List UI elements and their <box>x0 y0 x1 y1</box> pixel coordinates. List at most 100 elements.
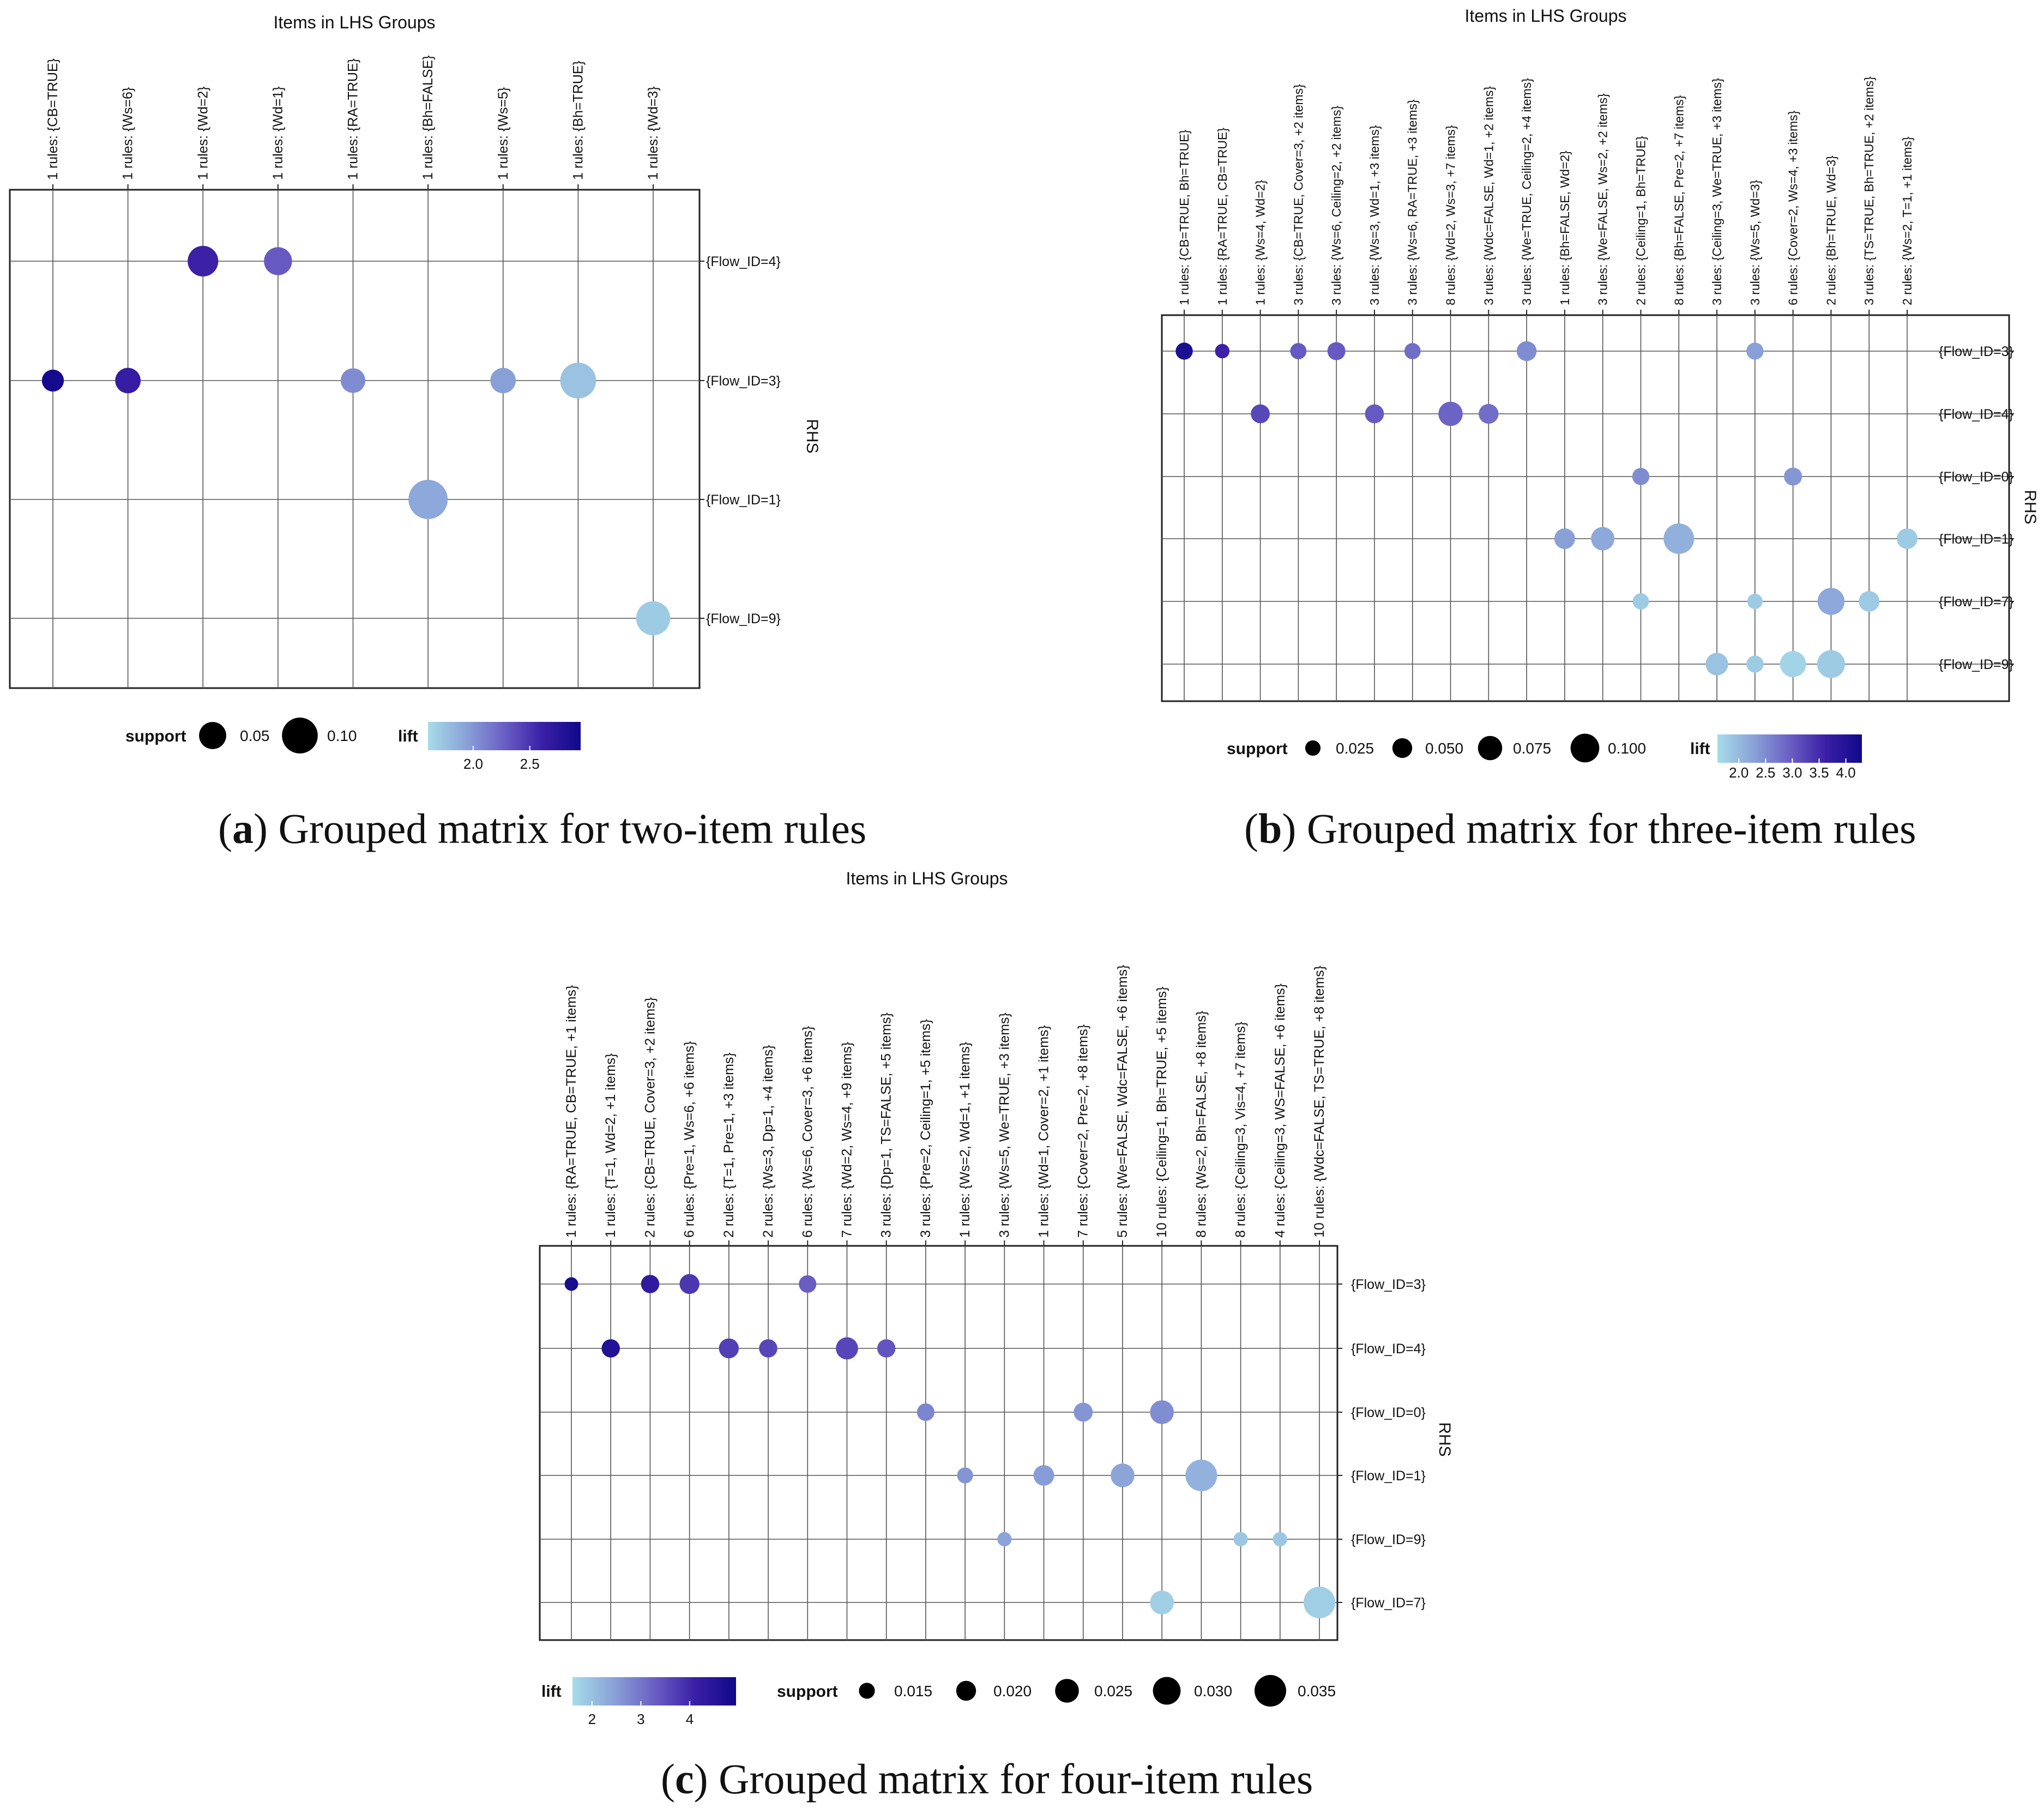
lift-tick-label: 4 <box>686 1711 694 1727</box>
lhs-group-label: 2 rules: {CB=TRUE, Cover=3, +2 items} <box>642 997 658 1238</box>
plot-frame <box>9 189 701 689</box>
lhs-group-label: 3 rules: {Ws=5, Wd=3} <box>1748 180 1762 305</box>
rhs-label: {Flow_ID=3} <box>706 373 781 389</box>
rhs-label: {Flow_ID=0} <box>1351 1405 1426 1420</box>
plot-frame <box>539 1245 1338 1641</box>
lhs-group-label: 7 rules: {Cover=2, Pre=2, +8 items} <box>1076 1024 1091 1238</box>
lhs-group-label: 3 rules: {Ws=5, We=TRUE, +3 items} <box>997 1013 1012 1238</box>
lhs-group-label: 3 rules: {Ws=3, Wd=1, +3 items} <box>1367 125 1382 305</box>
lhs-group-label: 3 rules: {We=TRUE, Ceiling=2, +4 items} <box>1520 78 1534 305</box>
rule-point <box>1185 1460 1217 1491</box>
rule-point <box>1404 343 1421 359</box>
support-legend-dot <box>1570 733 1600 763</box>
lhs-group-label: 8 rules: {Ws=2, Bh=FALSE, +8 items} <box>1193 1011 1209 1238</box>
lhs-group-label: 1 rules: {Ws=6} <box>120 87 136 180</box>
chart-title: Items in LHS Groups <box>274 13 436 32</box>
support-legend-dot <box>1153 1677 1181 1705</box>
lhs-group-label: 1 rules: {RA=TRUE, CB=TRUE} <box>1215 128 1229 305</box>
support-legend-dot <box>859 1683 875 1699</box>
support-legend-label: 0.030 <box>1194 1683 1232 1700</box>
caption-a: (a) Grouped matrix for two-item rules <box>218 805 867 852</box>
lhs-group-label: 5 rules: {We=FALSE, Wdc=FALSE, +6 items} <box>1115 965 1130 1238</box>
support-legend-label: 0.025 <box>1094 1683 1132 1700</box>
support-legend-title: support <box>125 727 186 745</box>
rhs-label: {Flow_ID=7} <box>1939 594 2013 610</box>
lhs-group-label: 3 rules: {Ws=6, RA=TRUE, +3 items} <box>1406 99 1420 305</box>
lhs-group-label: 3 rules: {Wdc=FALSE, Wd=1, +2 items} <box>1481 86 1496 305</box>
lhs-group-label: 1 rules: {Bh=FALSE} <box>420 55 436 180</box>
lhs-group-label: 3 rules: {Ws=6, Ceiling=2, +2 items} <box>1329 105 1343 305</box>
rule-point <box>836 1337 858 1360</box>
rule-point <box>957 1467 973 1484</box>
support-legend-dot <box>282 718 318 754</box>
support-legend-label: 0.10 <box>327 727 357 744</box>
chart-title: Items in LHS Groups <box>846 869 1008 888</box>
rhs-label: {Flow_ID=3} <box>1939 344 2013 359</box>
rule-point <box>1215 343 1230 359</box>
support-legend-label: 0.075 <box>1513 740 1551 757</box>
lift-legend-title: lift <box>1690 740 1710 758</box>
rule-point <box>564 1277 578 1291</box>
lhs-group-label: 8 rules: {Bh=FALSE, Pre=2, +7 items} <box>1672 95 1686 305</box>
rule-point <box>917 1403 934 1421</box>
lift-tick-label: 2.0 <box>463 756 483 772</box>
support-legend-label: 0.100 <box>1608 740 1646 757</box>
lhs-group-label: 1 rules: {RA=TRUE, CB=TRUE, +1 items} <box>564 985 579 1238</box>
lhs-group-label: 2 rules: {Ceiling=1, Bh=TRUE} <box>1633 136 1648 305</box>
support-legend-dot <box>1255 1675 1286 1707</box>
lift-legend-title: lift <box>541 1683 562 1701</box>
rule-point <box>41 369 64 392</box>
rule-point <box>1033 1465 1054 1486</box>
rule-point <box>641 1275 660 1293</box>
rule-point <box>1290 343 1307 359</box>
rule-point <box>799 1275 817 1293</box>
lhs-group-label: 2 rules: {Bh=TRUE, Wd=3} <box>1824 155 1838 305</box>
lift-tick-label: 3.5 <box>1809 764 1829 781</box>
rule-point <box>1150 1400 1174 1424</box>
rule-point <box>1663 523 1695 554</box>
rule-point <box>1516 341 1537 361</box>
rhs-label: {Flow_ID=4} <box>1939 407 2013 422</box>
lhs-group-label: 1 rules: {Bh=FALSE, Wd=2} <box>1558 150 1572 305</box>
support-legend-dot <box>1392 738 1413 758</box>
rule-point <box>1817 650 1845 678</box>
rule-point <box>1233 1532 1248 1547</box>
lift-color-bar <box>572 1677 736 1705</box>
axis-title-rhs: RHS <box>1436 1422 1454 1456</box>
rule-point <box>1746 655 1764 673</box>
lift-tick-label: 3 <box>637 1711 644 1727</box>
lift-legend-title: lift <box>398 727 418 745</box>
rule-point <box>719 1338 739 1359</box>
lift-tick-label: 2.0 <box>1729 764 1748 781</box>
lhs-group-label: 1 rules: {T=1, Wd=2, +1 items} <box>603 1053 618 1238</box>
rule-point <box>1327 342 1346 360</box>
lift-tick-label: 2.5 <box>1756 764 1775 781</box>
rhs-label: {Flow_ID=1} <box>1351 1468 1426 1484</box>
chart-title: Items in LHS Groups <box>1465 6 1627 26</box>
rule-point <box>264 247 292 275</box>
support-legend-label: 0.035 <box>1298 1683 1336 1700</box>
rhs-label: {Flow_ID=4} <box>1351 1341 1426 1357</box>
rule-point <box>1365 404 1384 424</box>
lhs-group-label: 6 rules: {Cover=2, Ws=4, +3 items} <box>1786 110 1800 305</box>
lhs-group-label: 1 rules: {Ws=5} <box>496 87 511 180</box>
lhs-group-label: 3 rules: {Dp=1, TS=FALSE, +5 items} <box>879 1013 894 1238</box>
rhs-label: {Flow_ID=0} <box>1939 469 2013 485</box>
rule-point <box>1817 588 1845 615</box>
support-legend-title: support <box>1227 740 1288 758</box>
rule-point <box>490 367 516 394</box>
lhs-group-label: 2 rules: {Ws=3, Dp=1, +4 items} <box>761 1045 776 1238</box>
lhs-group-label: 10 rules: {Ceiling=1, Bh=TRUE, +5 items} <box>1154 986 1169 1238</box>
lift-color-bar <box>428 722 581 750</box>
lhs-group-label: 1 rules: {Wd=1, Cover=2, +1 items} <box>1036 1025 1052 1238</box>
support-legend-label: 0.015 <box>894 1683 932 1700</box>
lhs-group-label: 6 rules: {Ws=6, Cover=3, +6 items} <box>800 1026 815 1238</box>
lhs-group-label: 1 rules: {Wd=3} <box>646 86 661 180</box>
rhs-label: {Flow_ID=1} <box>706 492 781 508</box>
rule-point <box>560 363 596 399</box>
lhs-group-label: 10 rules: {Wdc=FALSE, TS=TRUE, +8 items} <box>1312 966 1327 1238</box>
rule-point <box>1150 1590 1174 1614</box>
lhs-group-label: 1 rules: {Wd=2} <box>195 86 210 180</box>
rule-point <box>601 1339 620 1358</box>
rhs-label: {Flow_ID=9} <box>706 611 781 626</box>
